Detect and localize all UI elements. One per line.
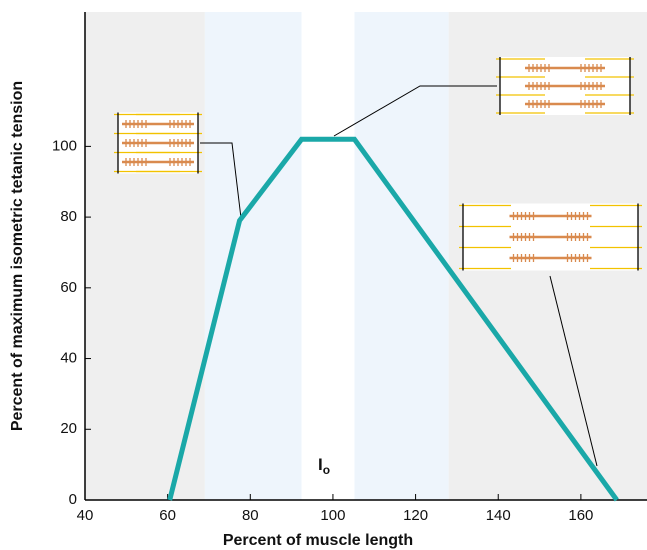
sarcomere-icon xyxy=(496,57,634,115)
leader-line xyxy=(333,85,497,137)
x-tick-label: 80 xyxy=(242,507,259,524)
band xyxy=(85,12,205,500)
x-axis-title: Percent of muscle length xyxy=(223,532,413,549)
y-tick-label: 20 xyxy=(60,420,77,437)
x-tick-label: 40 xyxy=(77,507,94,524)
leader-line xyxy=(200,142,242,219)
y-tick-label: 40 xyxy=(60,350,77,367)
band xyxy=(204,12,302,500)
leader-line xyxy=(549,275,598,467)
x-tick-label: 120 xyxy=(403,507,428,524)
x-tick-label: 60 xyxy=(159,507,176,524)
sarcomere-icon xyxy=(459,203,642,271)
x-tick-label: 160 xyxy=(568,507,593,524)
sarcomere-icon xyxy=(114,112,202,174)
lo-sub: o xyxy=(323,463,330,477)
y-tick-label: 100 xyxy=(52,137,77,154)
x-tick-label: 100 xyxy=(320,507,345,524)
y-tick-label: 60 xyxy=(60,279,77,296)
x-tick-label: 140 xyxy=(486,507,511,524)
lo-main: I xyxy=(318,455,323,474)
y-tick-label: 0 xyxy=(69,491,77,508)
y-axis-title: Percent of maximum isometric tetanic ten… xyxy=(9,81,26,431)
band xyxy=(354,12,449,500)
lo-label: Io xyxy=(318,455,330,477)
y-tick-label: 80 xyxy=(60,208,77,225)
tension-curve xyxy=(167,136,619,502)
